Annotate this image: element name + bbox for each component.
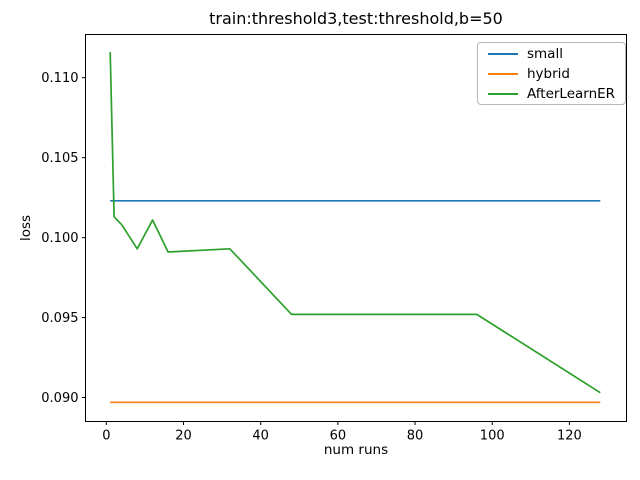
legend-line-sample-hybrid	[488, 72, 518, 75]
x-tick-label: 0	[102, 429, 110, 444]
series-line-afterlearner	[109, 52, 601, 394]
legend-label: small	[527, 45, 563, 62]
x-tick-label: 100	[480, 429, 505, 444]
x-tick-label: 60	[330, 429, 347, 444]
y-tick-label: 0.105	[41, 151, 78, 166]
legend: small hybrid AfterLearnER	[477, 42, 626, 105]
x-tick-label: 80	[407, 429, 424, 444]
x-tick-label: 20	[175, 429, 192, 444]
chart-title: train:threshold3,test:threshold,b=50	[209, 9, 503, 28]
x-tick-label: 40	[252, 429, 269, 444]
legend-line-sample-small	[488, 52, 518, 55]
y-tick-label: 0.090	[41, 391, 78, 406]
x-tick-label: 120	[557, 429, 582, 444]
legend-item-small: small	[488, 46, 615, 62]
y-tick-label: 0.110	[41, 71, 78, 86]
y-tick-label: 0.095	[41, 311, 78, 326]
y-tick-label: 0.100	[41, 231, 78, 246]
plot-frame	[85, 34, 627, 422]
legend-label: AfterLearnER	[527, 85, 616, 102]
x-axis-label: num runs	[323, 442, 389, 458]
legend-item-afterlearner: AfterLearnER	[488, 86, 615, 102]
legend-line-sample-afterlearner	[488, 92, 518, 95]
legend-label: hybrid	[527, 65, 570, 82]
legend-item-hybrid: hybrid	[488, 66, 615, 82]
